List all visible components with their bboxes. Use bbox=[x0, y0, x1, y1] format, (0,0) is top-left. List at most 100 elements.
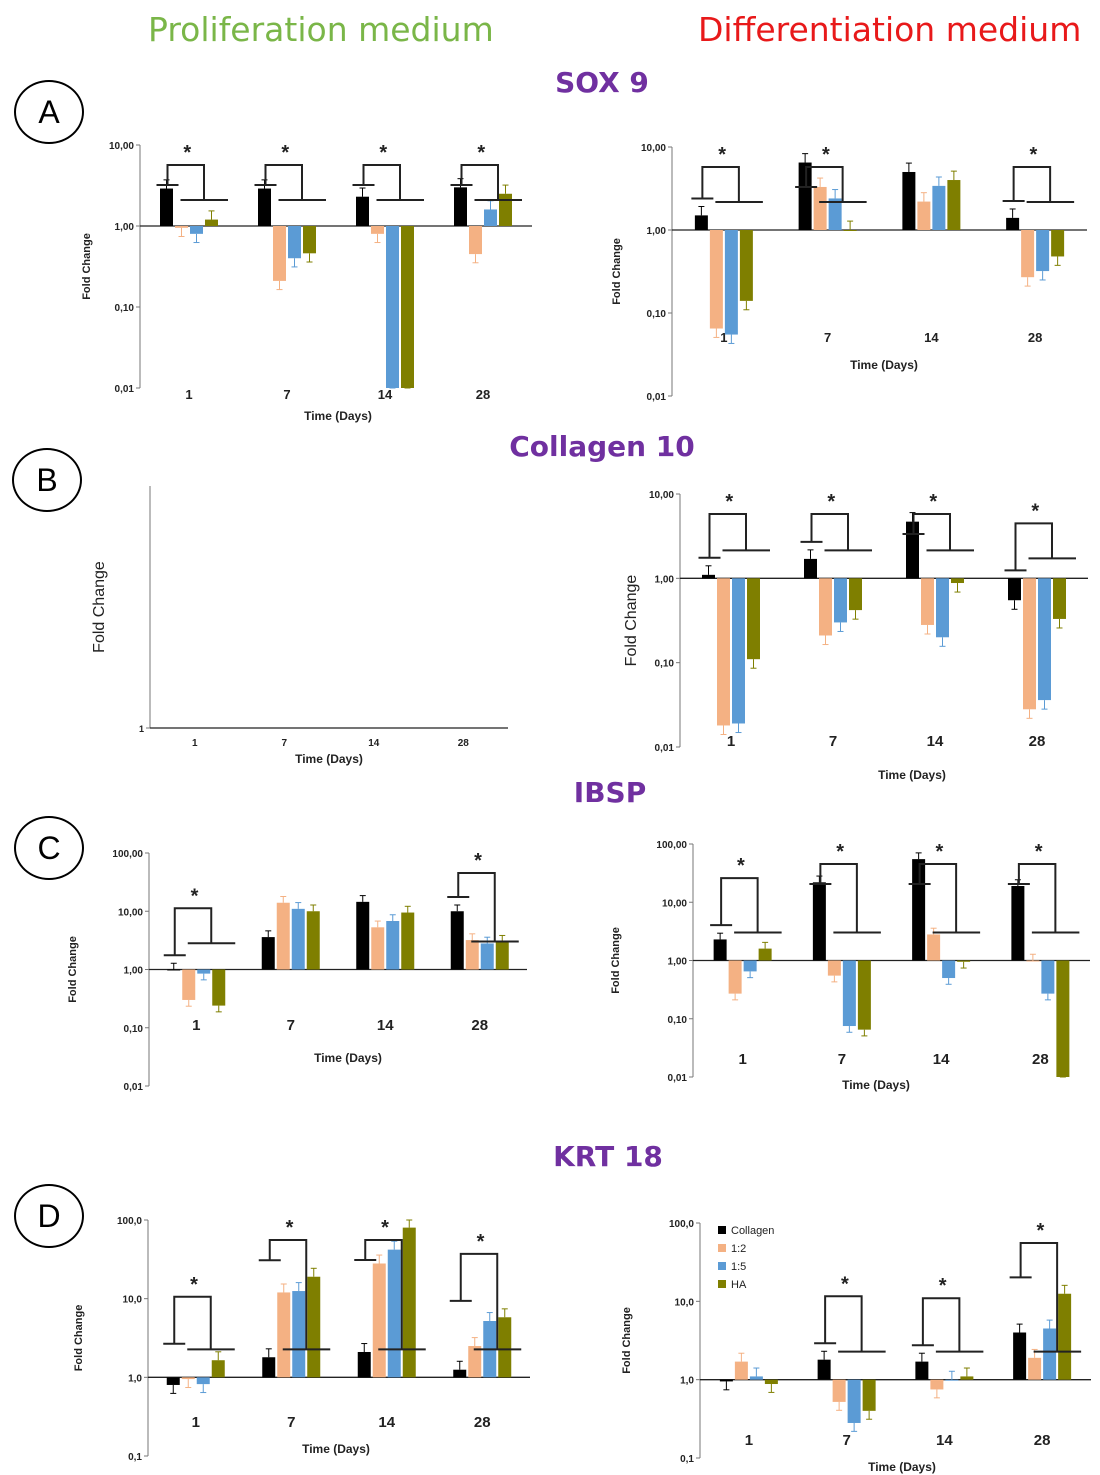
x-tick-label: 7 bbox=[287, 1017, 295, 1034]
y-tick-label: 0,10 bbox=[124, 1024, 144, 1035]
y-tick-label: 1,00 bbox=[124, 966, 144, 977]
significance-bracket bbox=[691, 166, 763, 203]
bar bbox=[917, 201, 931, 230]
bar bbox=[945, 1379, 959, 1381]
x-tick-label: 14 bbox=[378, 1414, 395, 1431]
bar bbox=[932, 185, 946, 230]
bar bbox=[1041, 960, 1055, 994]
y-tick-label: 0,01 bbox=[668, 1073, 688, 1084]
gene-title-ibsp: IBSP bbox=[573, 776, 647, 809]
bar bbox=[719, 1379, 733, 1382]
significance-bracket bbox=[354, 1239, 426, 1351]
bar bbox=[450, 911, 464, 970]
x-tick-label: 1 bbox=[727, 733, 735, 750]
x-tick-label: 28 bbox=[458, 738, 470, 749]
bar bbox=[849, 578, 862, 611]
significance-bracket bbox=[449, 1252, 522, 1351]
bar bbox=[709, 230, 723, 329]
significance-bracket bbox=[1009, 1242, 1082, 1353]
x-tick-label: 14 bbox=[936, 1432, 953, 1449]
bar bbox=[921, 578, 934, 625]
y-tick-label: 0,10 bbox=[668, 1015, 688, 1026]
bar bbox=[936, 578, 949, 638]
significance-star: * bbox=[822, 144, 830, 166]
y-tick-label: 100,00 bbox=[112, 849, 143, 860]
significance-bracket bbox=[450, 164, 522, 201]
chart-d-differentiation: 0,1 1,0 10,0 100,0 Fold Change Time (Days) 1 7 1… bbox=[621, 1219, 1091, 1474]
bar bbox=[906, 521, 919, 579]
bar bbox=[732, 578, 745, 724]
bar bbox=[1013, 1332, 1027, 1380]
bar bbox=[1021, 230, 1035, 278]
bar bbox=[832, 1379, 846, 1402]
x-tick-label: 7 bbox=[838, 1051, 846, 1068]
bar bbox=[307, 1276, 321, 1378]
significance-bracket bbox=[447, 872, 519, 943]
bar bbox=[288, 226, 301, 259]
bar bbox=[1038, 578, 1051, 701]
bar bbox=[1028, 1357, 1042, 1380]
y-tick-label: 1,00 bbox=[655, 574, 675, 585]
bar bbox=[843, 230, 857, 231]
bar bbox=[960, 1376, 974, 1380]
chart-c-proliferation: 0,01 0,10 1,00 10,00 100,00 Fold Change Time (… bbox=[67, 849, 527, 1093]
bar bbox=[1051, 230, 1065, 257]
significance-star: * bbox=[1035, 841, 1043, 863]
significance-bracket bbox=[156, 164, 228, 201]
significance-star: * bbox=[281, 142, 289, 164]
significance-bracket bbox=[254, 164, 326, 201]
legend-swatch bbox=[718, 1226, 726, 1234]
significance-star: * bbox=[929, 491, 937, 513]
x-tick-label: 1 bbox=[745, 1432, 753, 1449]
legend-swatch bbox=[718, 1262, 726, 1270]
bar bbox=[166, 1377, 180, 1385]
significance-star: * bbox=[737, 855, 745, 877]
x-tick-label: 14 bbox=[924, 330, 939, 345]
significance-bracket bbox=[800, 513, 872, 552]
panel-letter-b: B bbox=[12, 448, 82, 512]
y-tick-label: 10,0 bbox=[123, 1295, 143, 1306]
bar bbox=[291, 908, 305, 970]
bar bbox=[196, 1377, 210, 1385]
significance-bracket bbox=[795, 166, 867, 203]
y-tick-label: 0,10 bbox=[655, 659, 675, 670]
bar bbox=[292, 1291, 306, 1378]
bar bbox=[175, 226, 188, 228]
bar bbox=[817, 1359, 831, 1380]
y-axis-label: Fold Change bbox=[91, 561, 108, 653]
y-tick-label: 100,0 bbox=[117, 1216, 142, 1227]
bar bbox=[749, 1376, 763, 1380]
bar bbox=[804, 558, 817, 579]
bar bbox=[211, 1360, 225, 1378]
bar bbox=[734, 1361, 748, 1380]
significance-star: * bbox=[190, 1274, 198, 1296]
bar bbox=[957, 960, 971, 962]
x-axis-label: Time (Days) bbox=[304, 409, 372, 423]
y-tick-label: 1,00 bbox=[668, 957, 688, 968]
bar bbox=[303, 226, 316, 254]
bar bbox=[743, 960, 757, 972]
bar bbox=[717, 578, 730, 726]
chart-b-proliferation: 1 Fold Change Time (Days) 1 7 14 28 bbox=[91, 486, 508, 766]
significance-bracket bbox=[352, 164, 424, 201]
bar bbox=[1056, 960, 1070, 1077]
significance-bracket bbox=[1002, 166, 1075, 203]
bar bbox=[813, 186, 827, 230]
bar bbox=[1026, 960, 1040, 962]
x-tick-label: 1 bbox=[192, 1414, 200, 1431]
y-tick-label: 10,00 bbox=[109, 141, 134, 152]
x-axis-label: Time (Days) bbox=[842, 1078, 910, 1092]
bar bbox=[930, 1379, 944, 1390]
bar bbox=[402, 1227, 416, 1378]
bar bbox=[947, 180, 961, 230]
bar bbox=[357, 1351, 371, 1378]
x-tick-label: 1 bbox=[738, 1051, 746, 1068]
legend-label: 1:5 bbox=[731, 1261, 746, 1273]
y-tick-label: 0,01 bbox=[647, 392, 667, 403]
significance-star: * bbox=[836, 841, 844, 863]
y-tick-label: 1 bbox=[139, 724, 144, 734]
bar bbox=[401, 912, 415, 970]
significance-star: * bbox=[1029, 144, 1037, 166]
legend-swatch bbox=[718, 1244, 726, 1252]
